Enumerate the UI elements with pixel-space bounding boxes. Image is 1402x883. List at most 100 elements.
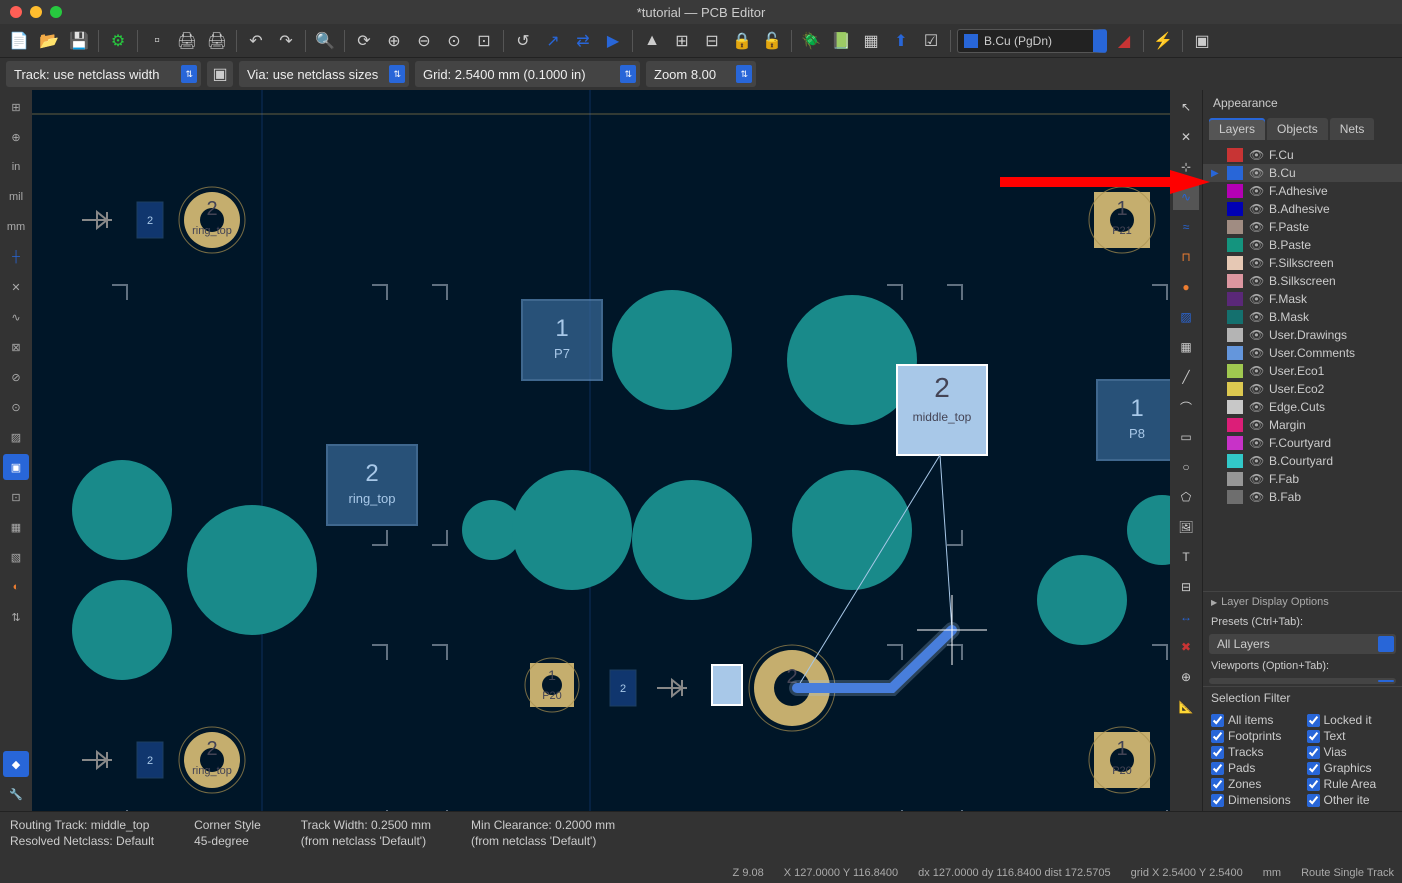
pad-outline-icon[interactable]: ▨ xyxy=(3,424,29,450)
page-icon[interactable]: ▫ xyxy=(144,28,170,54)
grid-dropdown[interactable]: Grid: 2.5400 mm (0.1000 in)⇅ xyxy=(415,61,640,87)
flip-icon[interactable]: ▶ xyxy=(600,28,626,54)
display-options-header[interactable]: Layer Display Options xyxy=(1203,591,1402,612)
print-icon[interactable]: 🖨 xyxy=(174,28,200,54)
layer-row-margin[interactable]: 👁Margin xyxy=(1203,416,1402,434)
scripting-icon[interactable]: ⚡ xyxy=(1150,28,1176,54)
outline-icon[interactable]: ⊠ xyxy=(3,334,29,360)
track-width-dropdown[interactable]: Track: use netclass width⇅ xyxy=(6,61,201,87)
polygon-icon[interactable]: ⬠ xyxy=(1173,484,1199,510)
pcb-canvas[interactable]: 2ring_top1P212ring_top1P2021P201P71P82ri… xyxy=(32,90,1170,811)
layer-row-user-eco1[interactable]: 👁User.Eco1 xyxy=(1203,362,1402,380)
flip-board-icon[interactable]: ⇅ xyxy=(3,604,29,630)
layers-mgr-icon[interactable]: ◆ xyxy=(3,751,29,777)
tab-nets[interactable]: Nets xyxy=(1330,118,1375,140)
layers-icon[interactable]: ◢ xyxy=(1111,28,1137,54)
tab-objects[interactable]: Objects xyxy=(1267,118,1328,140)
filter-other-ite[interactable]: Other ite xyxy=(1307,793,1395,807)
zoom-dropdown[interactable]: Zoom 8.00⇅ xyxy=(646,61,756,87)
pad-number-icon[interactable]: ▦ xyxy=(3,514,29,540)
filter-rule-area[interactable]: Rule Area xyxy=(1307,777,1395,791)
mirror-h-icon[interactable]: ⇄ xyxy=(570,28,596,54)
grid-toggle-icon[interactable]: ⊞ xyxy=(3,94,29,120)
zoom-out-icon[interactable]: ⊖ xyxy=(411,28,437,54)
filter-all-items[interactable]: All items xyxy=(1211,713,1299,727)
arc-icon[interactable]: ⌒ xyxy=(1173,394,1199,420)
track-auto-icon[interactable]: ▣ xyxy=(207,61,233,87)
properties-icon[interactable]: 🔧 xyxy=(3,781,29,807)
layer-row-f-paste[interactable]: 👁F.Paste xyxy=(1203,218,1402,236)
layer-row-b-cu[interactable]: ▶👁B.Cu xyxy=(1203,164,1402,182)
zone-icon[interactable]: ▨ xyxy=(1173,304,1199,330)
highlight-net-icon[interactable]: ✕ xyxy=(1173,124,1199,150)
filter-zones[interactable]: Zones xyxy=(1211,777,1299,791)
filter-footprints[interactable]: Footprints xyxy=(1211,729,1299,743)
image-icon[interactable]: 🖼 xyxy=(1173,514,1199,540)
layer-row-f-cu[interactable]: 👁F.Cu xyxy=(1203,146,1402,164)
line-icon[interactable]: ╱ xyxy=(1173,364,1199,390)
lock-icon[interactable]: 🔒 xyxy=(729,28,755,54)
delete-icon[interactable]: ✖ xyxy=(1173,634,1199,660)
filter-pads[interactable]: Pads xyxy=(1211,761,1299,775)
filter-vias[interactable]: Vias xyxy=(1307,745,1395,759)
drc-icon[interactable]: 🪲 xyxy=(798,28,824,54)
new-icon[interactable]: 📄 xyxy=(6,28,32,54)
via-size-dropdown[interactable]: Via: use netclass sizes⇅ xyxy=(239,61,409,87)
mirror-icon[interactable]: ▲ xyxy=(639,28,665,54)
rotate-cw-icon[interactable]: ↗ xyxy=(540,28,566,54)
cursor-shape-icon[interactable]: ┼ xyxy=(3,244,29,270)
zone-outline-icon[interactable]: ⊡ xyxy=(3,484,29,510)
console-icon[interactable]: ▣ xyxy=(1189,28,1215,54)
maximize-icon[interactable] xyxy=(50,6,62,18)
open-icon[interactable]: 📂 xyxy=(36,28,62,54)
filter-tracks[interactable]: Tracks xyxy=(1211,745,1299,759)
filter-dimensions[interactable]: Dimensions xyxy=(1211,793,1299,807)
tune-length-icon[interactable]: ⊓ xyxy=(1173,244,1199,270)
select-tool-icon[interactable]: ↖ xyxy=(1173,94,1199,120)
local-ratsnest-icon[interactable]: ⊹ xyxy=(1173,154,1199,180)
layer-row-user-eco2[interactable]: 👁User.Eco2 xyxy=(1203,380,1402,398)
via-outline-icon[interactable]: ⊙ xyxy=(3,394,29,420)
rule-area-icon[interactable]: ▦ xyxy=(1173,334,1199,360)
layer-row-user-drawings[interactable]: 👁User.Drawings xyxy=(1203,326,1402,344)
rect-icon[interactable]: ▭ xyxy=(1173,424,1199,450)
undo-icon[interactable]: ↶ xyxy=(243,28,269,54)
tab-layers[interactable]: Layers xyxy=(1209,118,1265,140)
unlock-icon[interactable]: 🔓 xyxy=(759,28,785,54)
rotate-ccw-icon[interactable]: ↺ xyxy=(510,28,536,54)
route-diff-icon[interactable]: ≈ xyxy=(1173,214,1199,240)
track-outline-icon[interactable]: ⊘ xyxy=(3,364,29,390)
layer-row-b-silkscreen[interactable]: 👁B.Silkscreen xyxy=(1203,272,1402,290)
layer-row-f-fab[interactable]: 👁F.Fab xyxy=(1203,470,1402,488)
plot-icon[interactable]: 🖨 xyxy=(204,28,230,54)
units-in[interactable]: in xyxy=(3,154,29,180)
layer-row-f-courtyard[interactable]: 👁F.Courtyard xyxy=(1203,434,1402,452)
layer-row-b-courtyard[interactable]: 👁B.Courtyard xyxy=(1203,452,1402,470)
units-mm[interactable]: mm xyxy=(3,214,29,240)
layer-row-f-adhesive[interactable]: 👁F.Adhesive xyxy=(1203,182,1402,200)
measure-icon[interactable]: 📐 xyxy=(1173,694,1199,720)
close-icon[interactable] xyxy=(10,6,22,18)
board-setup-icon[interactable]: ⚙ xyxy=(105,28,131,54)
high-contrast-icon[interactable]: ◐ xyxy=(3,574,29,600)
curved-ratsnest-icon[interactable]: ∿ xyxy=(3,304,29,330)
layer-selector[interactable]: B.Cu (PgDn) xyxy=(957,29,1107,53)
find-icon[interactable]: 🔍 xyxy=(312,28,338,54)
layer-row-user-comments[interactable]: 👁User.Comments xyxy=(1203,344,1402,362)
refresh-icon[interactable]: ⟳ xyxy=(351,28,377,54)
zoom-sel-icon[interactable]: ⊡ xyxy=(471,28,497,54)
ungroup-icon[interactable]: ⊟ xyxy=(699,28,725,54)
footprint-icon[interactable]: ▦ xyxy=(858,28,884,54)
redo-icon[interactable]: ↷ xyxy=(273,28,299,54)
route-track-icon[interactable]: ∿ xyxy=(1173,184,1199,210)
viewports-dropdown[interactable] xyxy=(1209,678,1396,684)
origin-icon[interactable]: ⊕ xyxy=(1173,664,1199,690)
zoom-in-icon[interactable]: ⊕ xyxy=(381,28,407,54)
layer-row-b-mask[interactable]: 👁B.Mask xyxy=(1203,308,1402,326)
minimize-icon[interactable] xyxy=(30,6,42,18)
layer-row-edge-cuts[interactable]: 👁Edge.Cuts xyxy=(1203,398,1402,416)
textbox-icon[interactable]: ⊟ xyxy=(1173,574,1199,600)
filter-text[interactable]: Text xyxy=(1307,729,1395,743)
group-icon[interactable]: ⊞ xyxy=(669,28,695,54)
filter-locked-it[interactable]: Locked it xyxy=(1307,713,1395,727)
